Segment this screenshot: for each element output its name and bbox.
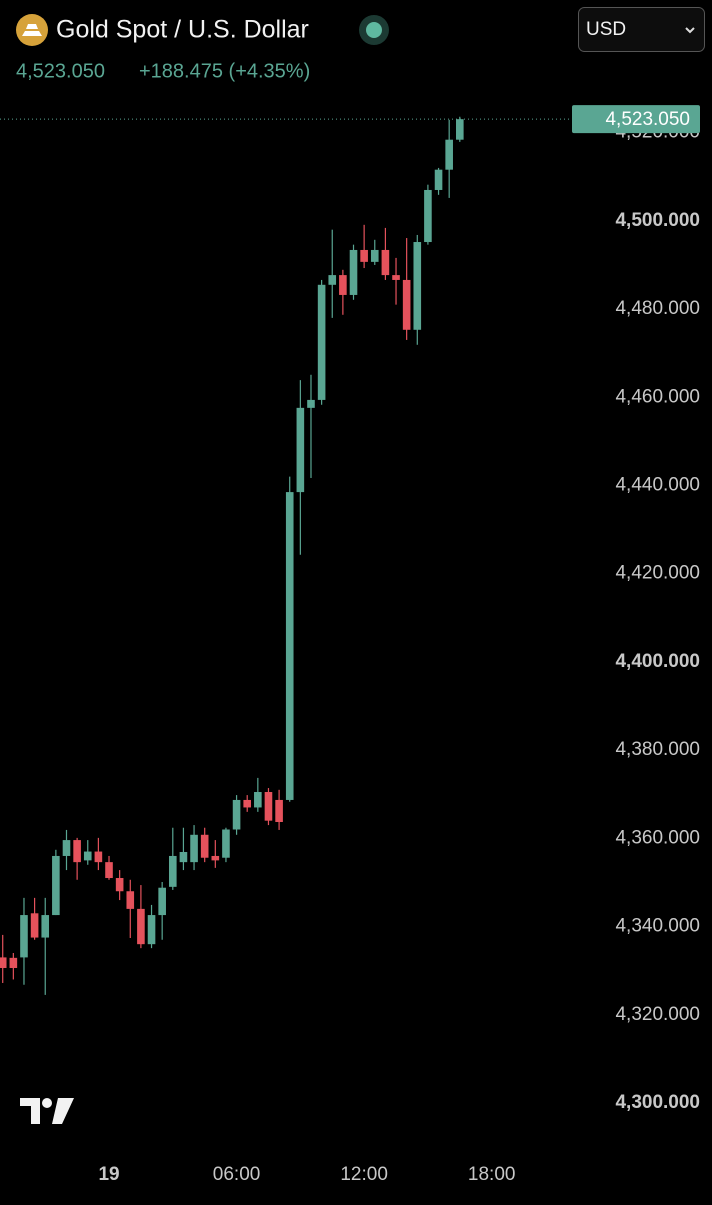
candle-body	[424, 189, 432, 243]
y-tick-label: 4,480.000	[615, 298, 700, 319]
y-tick-label: 4,380.000	[615, 739, 700, 760]
candle-body	[158, 887, 166, 916]
y-tick-label: 4,460.000	[615, 386, 700, 407]
y-tick-label: 4,420.000	[615, 563, 700, 584]
candle-body	[222, 829, 230, 858]
candle-body	[349, 249, 358, 295]
dropdown-arrow[interactable]	[685, 27, 695, 34]
candle-body	[41, 915, 50, 938]
candle-body	[179, 851, 188, 863]
candle-body	[307, 399, 315, 408]
plot-area: 4,300.000 4,320.000 4,340.000 4,360.000 4,38…	[0, 105, 700, 1185]
tv-logo	[20, 1098, 74, 1124]
candle-body	[126, 891, 135, 909]
candle-body	[402, 279, 411, 330]
currency-select[interactable]: USD	[578, 7, 705, 52]
x-tick-label: 19	[98, 1164, 119, 1185]
last-price-badge	[572, 105, 700, 134]
candle-body	[147, 915, 156, 945]
candle-body	[434, 169, 443, 190]
candle-body	[339, 275, 347, 295]
candle-body	[20, 915, 28, 958]
candle-body	[30, 913, 39, 938]
candle-body	[0, 957, 7, 968]
x-tick-label: 12:00	[340, 1164, 388, 1185]
y-tick-label: 4,360.000	[615, 827, 700, 848]
y-tick-label: 4,440.000	[615, 474, 700, 495]
candle-body	[83, 851, 92, 861]
candle-body	[200, 834, 209, 858]
candle-body	[73, 840, 81, 863]
price-change: +188.475 (+4.35%)	[139, 60, 310, 82]
candle-body	[370, 249, 379, 262]
market-status	[359, 15, 389, 45]
candle-body	[275, 799, 283, 823]
candle-body	[456, 119, 464, 140]
candle-body	[105, 862, 113, 879]
y-tick-label: 4,500.000	[615, 210, 700, 231]
x-tick-label: 06:00	[213, 1164, 261, 1185]
last-price-badge-label: 4,523.050	[605, 109, 690, 130]
candle-body	[52, 855, 60, 916]
candle-body	[62, 840, 71, 856]
candle-body	[392, 275, 400, 280]
y-tick-label: 4,400.000	[615, 651, 700, 672]
currency-label[interactable]: USD	[586, 19, 626, 40]
candle-body	[94, 851, 103, 863]
y-tick-label: 4,300.000	[615, 1092, 700, 1113]
x-tick-label: 18:00	[468, 1164, 516, 1185]
candle-body	[168, 855, 177, 887]
candle-body	[137, 908, 145, 945]
symbol-icon	[16, 14, 48, 46]
currency-box[interactable]	[578, 7, 705, 52]
candle-body	[254, 792, 262, 808]
candle-body	[445, 139, 453, 170]
candle-body	[285, 492, 294, 800]
symbol-title: Gold Spot / U.S. Dollar	[56, 16, 309, 44]
candle-body	[190, 834, 198, 863]
candle-body	[296, 407, 305, 493]
candle-body	[211, 855, 220, 861]
candle-body	[381, 249, 390, 276]
candle-body	[264, 792, 273, 821]
candle-body	[328, 275, 337, 285]
last-price: 4,523.050	[16, 60, 105, 82]
candle-body	[9, 957, 18, 968]
candle-body	[115, 878, 124, 892]
candle-body	[317, 284, 326, 400]
candle-body	[232, 799, 241, 830]
y-tick-label: 4,340.000	[615, 916, 700, 937]
y-tick-label: 4,320.000	[615, 1004, 700, 1025]
candle-body	[413, 242, 422, 330]
candle-body	[360, 249, 368, 262]
candle-body	[243, 799, 252, 808]
